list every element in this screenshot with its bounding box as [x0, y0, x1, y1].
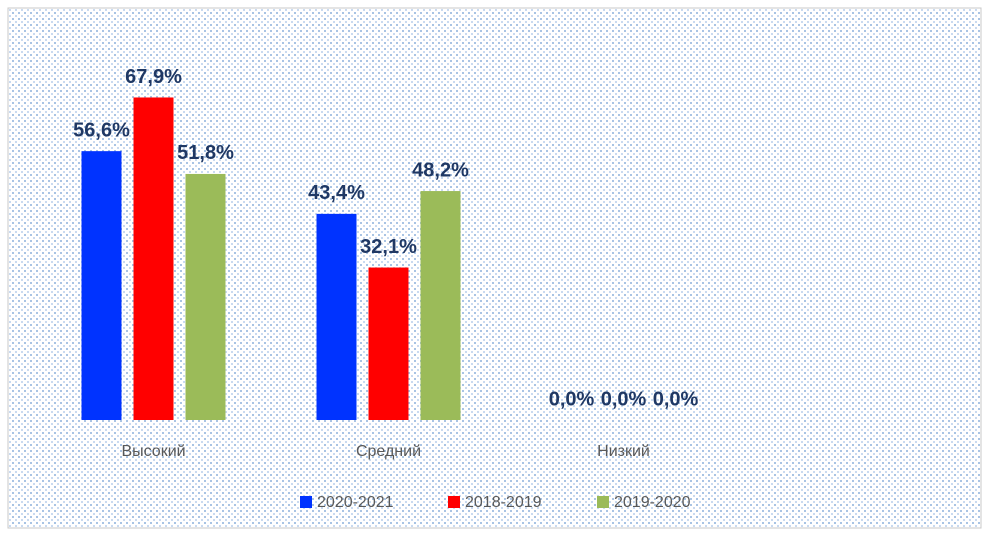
data-label: 43,4% [308, 182, 365, 204]
legend-label: 2019-2020 [614, 494, 691, 511]
bar [185, 173, 226, 420]
bar [368, 267, 409, 420]
data-label: 0,0% [653, 388, 699, 410]
data-label: 56,6% [73, 119, 130, 141]
legend-swatch [448, 496, 460, 508]
legend-label: 2018-2019 [465, 494, 542, 511]
x-tick-label: Высокий [121, 443, 185, 460]
data-label: 67,9% [125, 66, 182, 88]
x-tick-label: Средний [356, 443, 421, 460]
x-tick-label: Низкий [597, 443, 650, 460]
data-label: 51,8% [177, 142, 234, 164]
bar [133, 97, 174, 420]
data-label: 0,0% [549, 388, 595, 410]
legend-label: 2020-2021 [317, 494, 394, 511]
legend-swatch [597, 496, 609, 508]
bar [81, 151, 122, 420]
legend-swatch [300, 496, 312, 508]
data-label: 0,0% [601, 388, 647, 410]
bar [316, 213, 357, 420]
data-label: 48,2% [412, 159, 469, 181]
data-label: 32,1% [360, 236, 417, 258]
bar [420, 191, 461, 420]
